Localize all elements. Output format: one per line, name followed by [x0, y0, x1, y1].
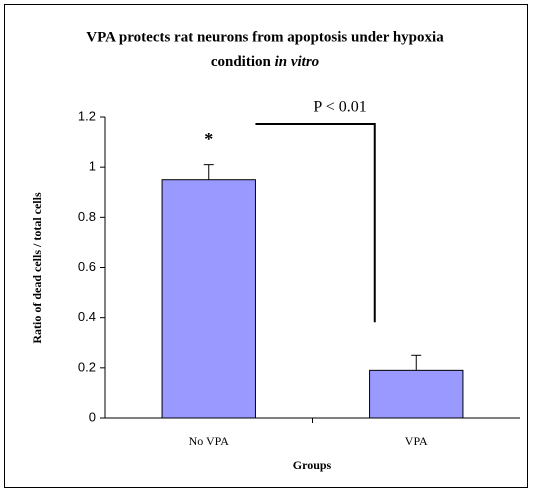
y-tick-label: 0.8 — [78, 209, 96, 224]
significance-bracket — [255, 123, 376, 323]
y-tick-label: 1.2 — [78, 108, 96, 123]
y-tick-label: 0.6 — [78, 259, 96, 274]
chart-title-line2: condition in vitro — [211, 54, 319, 70]
x-tick-label: No VPA — [189, 434, 230, 448]
bar — [161, 179, 256, 419]
y-tick-label: 0 — [89, 409, 96, 424]
y-tick-label: 1 — [89, 159, 96, 174]
y-axis-title: Ratio of dead cells / total cells — [30, 192, 44, 344]
title-italic: in vitro — [275, 54, 320, 70]
chart-title: VPA protects rat neurons from apoptosis … — [86, 29, 444, 45]
title-text: condition — [211, 54, 272, 70]
bar — [369, 369, 464, 419]
significance-label: P < 0.01 — [313, 99, 366, 116]
significance-star: * — [204, 129, 213, 149]
y-tick-label: 0.2 — [78, 359, 96, 374]
x-tick-label: VPA — [405, 434, 428, 448]
x-axis-title: Groups — [293, 458, 332, 472]
y-tick-label: 0.4 — [78, 309, 96, 324]
